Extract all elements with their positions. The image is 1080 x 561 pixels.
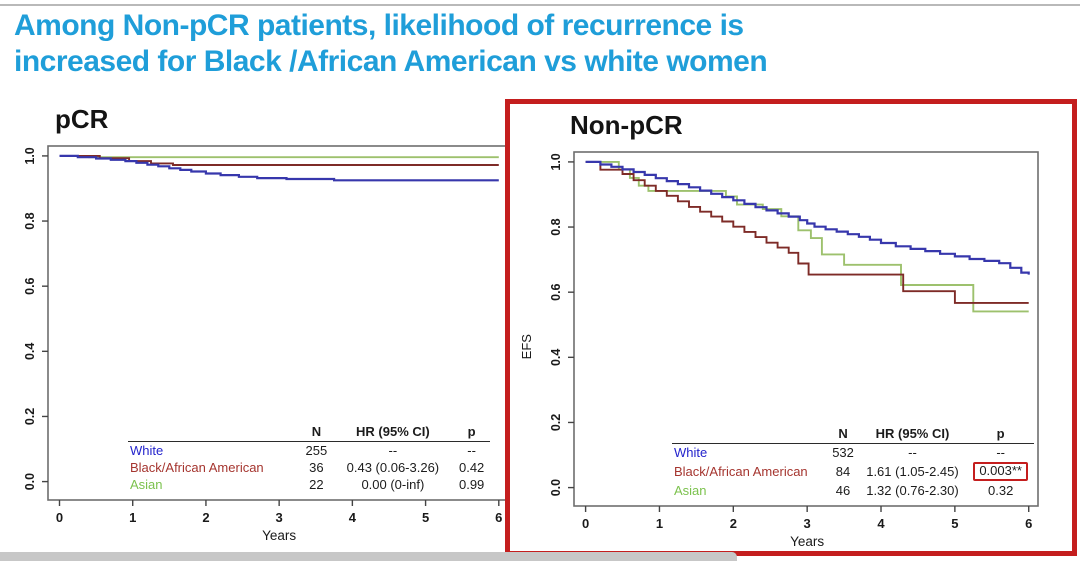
legend-header: HR (95% CI): [332, 424, 454, 442]
y-tick-label: 0.2: [23, 408, 37, 425]
legend-row-label: Black/African American: [130, 460, 264, 475]
p-value-highlight-box: 0.003**: [973, 462, 1028, 481]
pcr-chart-panel: pCR 0.0 0.2 0.4 0.6 0.8 1.0 0 1 2 3 4 5 6 Years N HR (9…: [18, 100, 518, 552]
x-tick-label: 2: [202, 510, 209, 525]
km-plot-svg: 0.0 0.2 0.4 0.6 0.8 1.0 0 1 2 3 4 5 6 Years EFS: [519, 151, 1039, 549]
x-tick-label: 1: [656, 516, 663, 531]
plot-box: [573, 151, 1039, 507]
legend-header: p: [967, 426, 1034, 445]
x-tick-label: 5: [951, 516, 958, 531]
legend-row-n: 84: [835, 464, 851, 480]
x-axis-label: Years: [790, 534, 824, 549]
y-tick-label: 0.4: [23, 343, 37, 360]
x-tick-label: 6: [1025, 516, 1032, 531]
legend-header: N: [828, 426, 858, 445]
km-curve-asian: [585, 160, 1029, 313]
y-tick-label: 0.2: [549, 414, 563, 431]
non-pcr-chart-title: Non-pCR: [570, 109, 683, 140]
legend-table: N HR (95% CI) p White 255 -- -- Black/African A…: [128, 424, 490, 493]
legend-row-p: 0.003**: [967, 461, 1034, 482]
non-pcr-chart-panel: Non-pCR 0.0 0.2 0.4 0.6 0.8 1.0 0 1 2 3 4 5 6 Years EF…: [518, 106, 1058, 549]
slide-top-rule: [0, 4, 1080, 6]
legend-row-n: 46: [835, 483, 851, 498]
legend-row-hr: 0.00 (0-inf): [361, 477, 425, 492]
legend-row-hr: 0.43 (0.06-3.26): [346, 460, 440, 475]
km-plot-svg: 0.0 0.2 0.4 0.6 0.8 1.0 0 1 2 3 4 5 6 Years: [23, 145, 509, 543]
legend-row-label: Asian: [130, 477, 163, 492]
x-tick-label: 4: [349, 510, 357, 525]
slide-bottom-bar: [0, 552, 737, 561]
legend-header: N: [300, 424, 333, 442]
legend-row-hr: --: [388, 443, 398, 458]
legend-row: Black/African American 36 0.43 (0.06-3.26)…: [128, 459, 490, 476]
legend-row-p: 0.32: [988, 483, 1014, 498]
legend-row-p: --: [996, 445, 1005, 461]
legend-row-n: 22: [309, 477, 324, 492]
x-tick-label: 4: [877, 516, 885, 531]
legend-row: Asian 46 1.32 (0.76-2.30) 0.32: [672, 482, 1034, 499]
legend-header: p: [453, 424, 490, 442]
y-axis-label: EFS: [519, 334, 534, 360]
pcr-chart-body: 0.0 0.2 0.4 0.6 0.8 1.0 0 1 2 3 4 5 6 Years N HR (95% C…: [18, 138, 518, 555]
slide-title: Among Non-pCR patients, likelihood of re…: [14, 8, 1014, 80]
legend-row: White 255 -- --: [128, 442, 490, 460]
legend-row-p: --: [467, 443, 476, 458]
km-curve-black-african-american: [59, 154, 499, 166]
legend-stats-table: N HR (95% CI) p White 532 -- -- Black/African A…: [672, 426, 1034, 499]
x-tick-label: 0: [582, 516, 589, 531]
x-tick-label: 3: [804, 516, 811, 531]
pcr-chart-title: pCR: [55, 103, 109, 134]
x-tick-label: 0: [56, 510, 63, 525]
x-tick-label: 3: [276, 510, 283, 525]
legend-header-blank: [672, 426, 829, 445]
slide-title-line-1: Among Non-pCR patients, likelihood of re…: [14, 9, 744, 42]
y-tick-label: 0.0: [549, 479, 563, 496]
legend-header-blank: [128, 424, 301, 442]
legend-stats-table: N HR (95% CI) p White 255 -- -- Black/African A…: [128, 424, 490, 493]
legend-row-label: Asian: [674, 483, 707, 498]
non-pcr-highlight-border: Non-pCR 0.0 0.2 0.4 0.6 0.8 1.0 0 1 2 3 4 5 6 Years EF…: [505, 99, 1077, 556]
legend-row-label: White: [674, 445, 708, 461]
legend-row-hr: 1.32 (0.76-2.30): [866, 483, 959, 498]
km-curve-black-african-american: [585, 160, 1029, 304]
non-pcr-chart-body: 0.0 0.2 0.4 0.6 0.8 1.0 0 1 2 3 4 5 6 Years EFS N HR (95…: [518, 144, 1058, 561]
x-tick-label: 2: [730, 516, 737, 531]
y-tick-label: 1.0: [549, 153, 563, 170]
y-tick-label: 0.4: [549, 349, 563, 366]
legend-row: White 532 -- --: [672, 444, 1034, 462]
km-curve-white: [585, 160, 1030, 275]
y-tick-label: 0.0: [23, 473, 37, 490]
x-tick-label: 5: [422, 510, 429, 525]
legend-row-p: 0.42: [458, 460, 485, 475]
x-tick-label: 1: [129, 510, 136, 525]
y-tick-label: 0.8: [23, 212, 37, 229]
legend-row-hr: 1.61 (1.05-2.45): [866, 464, 959, 480]
km-curve-white: [59, 154, 499, 182]
legend-row: Asian 22 0.00 (0-inf) 0.99: [128, 476, 490, 493]
legend-row-p: 0.99: [458, 477, 485, 492]
legend-header: HR (95% CI): [857, 426, 968, 445]
legend-table: N HR (95% CI) p White 532 -- -- Black/African A…: [672, 426, 1034, 499]
legend-row-n: 255: [305, 443, 328, 458]
x-tick-label: 6: [495, 510, 502, 525]
x-axis-label: Years: [262, 528, 296, 543]
y-tick-label: 0.6: [549, 283, 563, 300]
y-tick-label: 0.6: [23, 277, 37, 294]
slide-title-line-2: increased for Black /African American vs…: [14, 45, 768, 78]
legend-row-label: Black/African American: [674, 464, 808, 480]
legend-row: Black/African American 84 1.61 (1.05-2.45)…: [672, 461, 1034, 482]
legend-row-label: White: [130, 443, 164, 458]
y-tick-label: 0.8: [549, 218, 563, 235]
legend-row-n: 36: [309, 460, 324, 475]
legend-row-hr: --: [908, 445, 917, 461]
legend-row-n: 532: [832, 445, 854, 461]
y-tick-label: 1.0: [23, 147, 37, 164]
km-curve-asian: [59, 154, 499, 159]
